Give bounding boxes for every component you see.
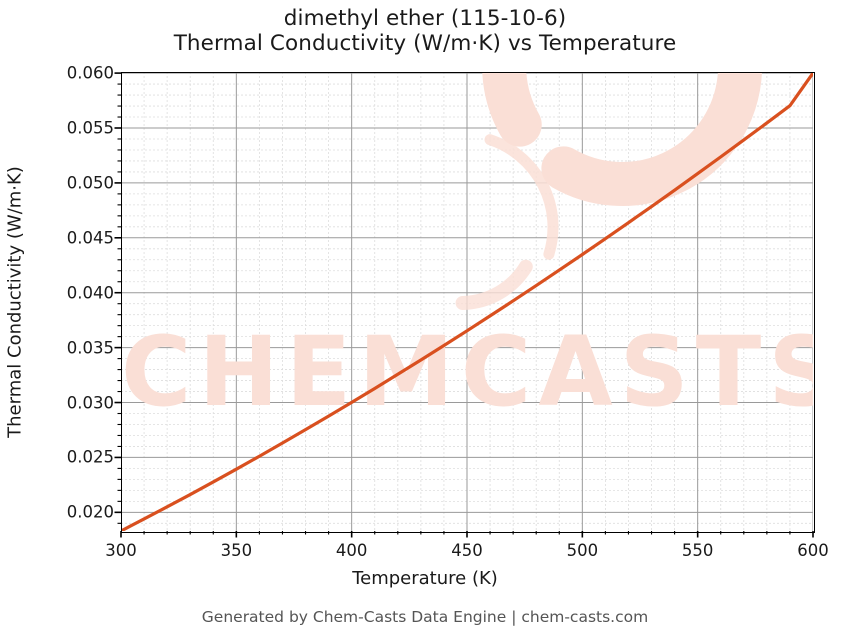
- x-tick-label: 600: [797, 541, 829, 560]
- y-tick-label: 0.050: [66, 173, 114, 193]
- y-axis-tick-labels: 0.020 0.025 0.030 0.035 0.040 0.045 0.050 0.055…: [32, 64, 114, 531]
- grid-lines: [121, 72, 813, 531]
- y-axis-label: Thermal Conductivity (W/m·K): [4, 165, 26, 438]
- y-tick-label: 0.020: [66, 502, 114, 522]
- chart-title: dimethyl ether (115-10-6) Thermal Conduc…: [0, 6, 850, 57]
- y-tick-label: 0.040: [66, 283, 114, 303]
- y-tick-label: 0.055: [66, 118, 114, 138]
- x-tick-label: 550: [681, 541, 714, 560]
- watermark-logo-icon: [455, 72, 762, 310]
- y-tick-label: 0.030: [66, 393, 114, 413]
- x-tick-label: 400: [335, 541, 368, 560]
- y-tick-label: 0.045: [66, 228, 114, 248]
- x-axis-label: Temperature (K): [352, 568, 498, 589]
- x-tick-label: 300: [105, 541, 137, 560]
- x-axis-tick-labels: 300 350 400 450 500 550 600: [105, 541, 829, 565]
- chart-footer: Generated by Chem-Casts Data Engine | ch…: [201, 608, 649, 626]
- y-tick-label: 0.025: [66, 447, 114, 467]
- x-tick-label: 500: [566, 541, 599, 560]
- data-series-line: [121, 72, 813, 531]
- y-axis-label-container: Thermal Conductivity (W/m·K): [0, 72, 30, 531]
- plot-area: CHEMCASTS: [121, 72, 813, 531]
- chart-title-line-2: Thermal Conductivity (W/m·K) vs Temperat…: [173, 31, 677, 57]
- x-tick-label: 450: [451, 541, 483, 560]
- chart-title-line-1: dimethyl ether (115-10-6): [283, 6, 567, 31]
- watermark-text: CHEMCASTS: [121, 316, 813, 428]
- y-tick-label: 0.035: [66, 338, 114, 358]
- y-tick-label: 0.060: [66, 63, 114, 83]
- x-tick-label: 350: [220, 541, 253, 560]
